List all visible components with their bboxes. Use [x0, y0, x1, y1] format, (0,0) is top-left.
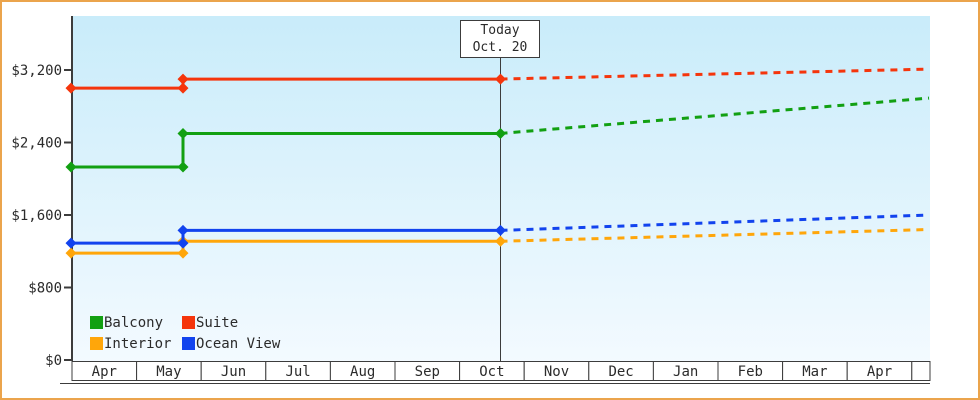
x-axis-label: Nov [544, 364, 569, 380]
data-point-marker [177, 247, 189, 259]
data-point-marker [177, 161, 189, 173]
data-point-marker [177, 224, 189, 236]
x-axis-empty-cell [911, 361, 931, 381]
data-point-marker [177, 237, 189, 249]
x-axis-label: May [156, 364, 181, 380]
x-axis-label: Sep [415, 364, 440, 380]
x-axis-label: Feb [738, 364, 763, 380]
series-forecast-ocean-view [500, 213, 930, 232]
data-point-marker [177, 73, 189, 85]
series-forecast-interior [500, 228, 930, 243]
y-axis-label: $800 [28, 281, 62, 297]
data-point-marker [65, 237, 77, 249]
data-point-marker [177, 127, 189, 139]
x-axis-label: Mar [802, 364, 827, 380]
x-axis-label: Oct [479, 364, 504, 380]
series-line-ocean-view [71, 228, 501, 245]
legend-swatch [182, 316, 195, 329]
data-point-marker [65, 161, 77, 173]
y-axis-label: $1,600 [11, 208, 62, 224]
legend-swatch [90, 337, 103, 350]
legend-label: Interior [104, 335, 172, 352]
x-axis-label: Jun [221, 364, 246, 380]
x-axis-label: Aug [350, 364, 375, 380]
legend-item-interior: Interior [90, 336, 182, 352]
y-axis-label: $3,200 [11, 63, 62, 79]
y-axis-label: $2,400 [11, 136, 62, 152]
x-axis-label: Jan [673, 364, 698, 380]
legend-item-ocean-view: Ocean View [182, 336, 280, 352]
chart-legend: Balcony Suite Interior Ocean View [90, 312, 280, 354]
x-axis-label: Dec [608, 364, 633, 380]
today-marker-box: Today Oct. 20 [460, 20, 540, 58]
series-line-balcony [71, 131, 501, 169]
x-axis-label: Apr [92, 364, 117, 380]
data-point-marker [495, 73, 506, 85]
x-axis-label: Apr [867, 364, 892, 380]
y-axis-label: $0 [45, 353, 62, 369]
legend-label: Balcony [104, 314, 164, 331]
legend-item-suite: Suite [182, 315, 280, 331]
legend-label: Ocean View [196, 335, 281, 352]
series-forecast-suite [500, 67, 930, 81]
data-point-marker [65, 247, 77, 259]
legend-swatch [90, 316, 103, 329]
data-point-marker [495, 235, 506, 247]
data-point-marker [495, 224, 506, 236]
data-point-marker [177, 82, 189, 94]
x-axis-label: Jul [285, 364, 310, 380]
legend-swatch [182, 337, 195, 350]
data-point-marker [495, 127, 506, 139]
legend-item-balcony: Balcony [90, 315, 182, 331]
today-label: Today [480, 23, 520, 38]
plot-area [73, 16, 930, 361]
data-point-marker [65, 82, 77, 94]
series-forecast-balcony [500, 96, 930, 135]
today-date: Oct. 20 [472, 40, 528, 55]
legend-label: Suite [196, 314, 239, 331]
